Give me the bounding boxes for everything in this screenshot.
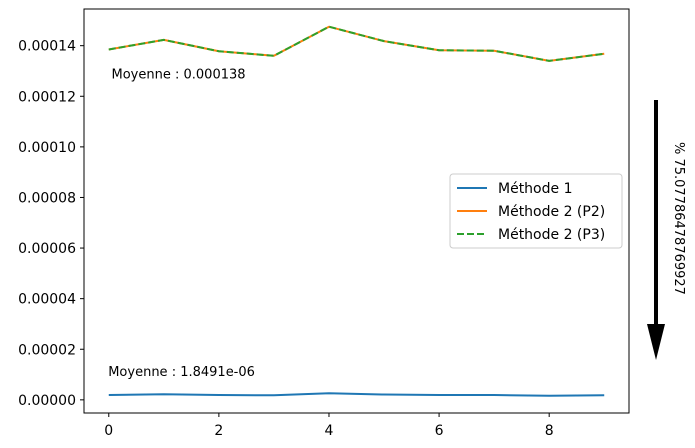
legend-entry: Méthode 1 xyxy=(498,181,572,197)
x-tick-label: 4 xyxy=(325,423,334,439)
mean-annotation: Moyenne : 0.000138 xyxy=(112,68,246,83)
y-tick-label: 0.00014 xyxy=(18,39,76,55)
x-tick-label: 2 xyxy=(214,423,223,439)
y-tick-label: 0.00008 xyxy=(18,190,76,206)
legend-entry: Méthode 2 (P3) xyxy=(498,227,605,243)
y-tick-label: 0.00000 xyxy=(18,393,76,409)
side-arrow: % 75.07786478769927 xyxy=(647,100,686,360)
series-line-1 xyxy=(108,392,605,397)
y-tick-label: 0.00010 xyxy=(18,140,76,156)
legend-box xyxy=(449,173,623,249)
legend: Méthode 1 Méthode 2 (P2) Méthode 2 (P3) xyxy=(449,173,623,249)
ticks-layer: 0.00000 0.00002 0.00004 0.00006 0.00008 0.000… xyxy=(18,39,554,439)
mean-annotation: Moyenne : 1.8491e-06 xyxy=(108,365,255,380)
arrow-head xyxy=(647,324,665,360)
y-tick-label: 0.00002 xyxy=(18,342,76,358)
series-line-3 xyxy=(108,25,605,62)
arrow-label: % 75.07786478769927 xyxy=(671,142,686,295)
annotation-layer: Moyenne : 0.000138 Moyenne : 1.8491e-06 xyxy=(108,68,255,380)
y-tick-label: 0.00012 xyxy=(18,89,76,105)
axes-frame xyxy=(83,8,630,414)
plot-frame xyxy=(83,8,630,414)
legend-entry: Méthode 2 (P2) xyxy=(498,204,605,220)
y-tick-label: 0.00006 xyxy=(18,241,76,257)
x-tick-label: 6 xyxy=(435,423,444,439)
y-tick-label: 0.00004 xyxy=(18,292,76,308)
x-tick-label: 8 xyxy=(545,423,554,439)
series-layer xyxy=(108,25,605,397)
x-tick-label: 0 xyxy=(104,423,113,439)
